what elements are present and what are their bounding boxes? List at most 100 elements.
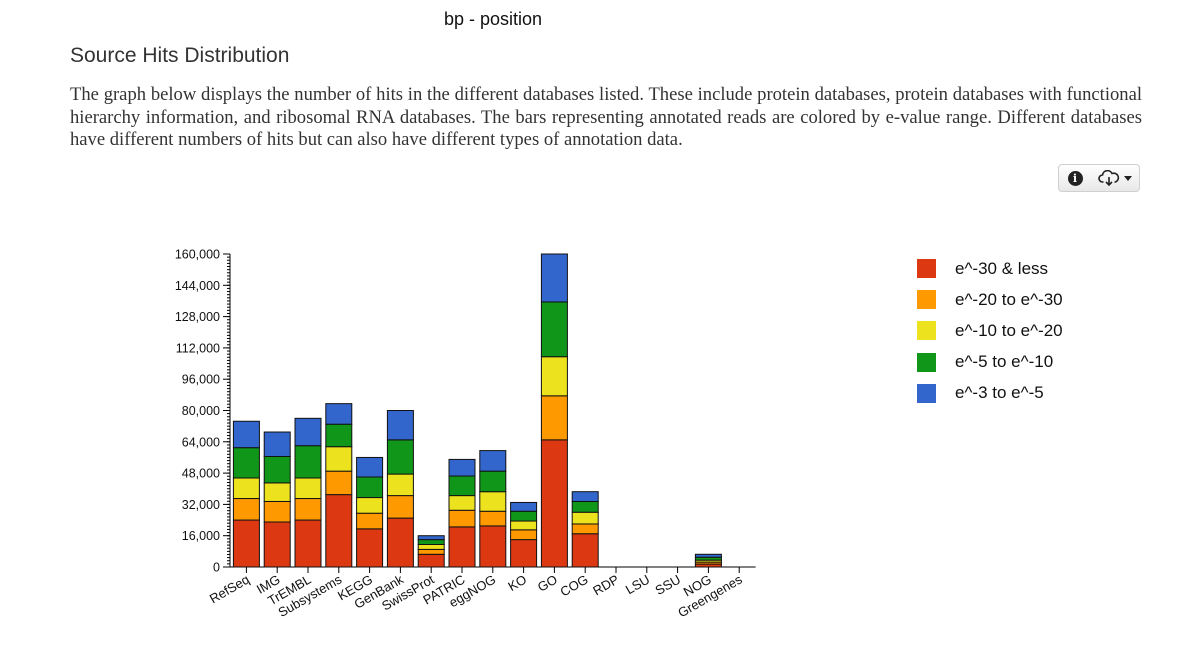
bar-segment [232,420,260,449]
bar-segment [540,253,568,303]
legend-label: e^-3 to e^-5 [955,383,1044,403]
y-tick-label: 112,000 [176,341,220,355]
bar-segment [479,510,507,527]
bar-segment [386,410,414,441]
x-tick-label: KO [505,572,529,594]
bar-segment [417,548,445,555]
bar-segment [325,494,353,568]
bar-segment [571,533,599,568]
bar-segment [263,455,291,484]
bar-segment [479,470,507,493]
section-title: Source Hits Distribution [70,44,290,67]
bar-segment [694,553,722,558]
bar-segment [386,517,414,568]
x-tick-label: RDP [590,572,621,599]
bar-segment [232,447,260,479]
bar-segment [294,519,322,568]
bar-segment [510,520,538,531]
bar-segment [417,539,445,546]
bar-segment [571,511,599,525]
x-tick-label: GO [535,572,560,595]
legend-label: e^-5 to e^-10 [955,352,1054,372]
bar-segment [232,519,260,568]
y-tick-label: 16,000 [182,529,220,543]
bar-segment [232,477,260,500]
bar-segment [479,525,507,568]
bar-segment [232,498,260,521]
bar-segment [294,417,322,447]
legend-item: e^-10 to e^-20 [917,315,1063,346]
bar-segment [510,510,538,522]
bar-segment [540,301,568,358]
bar-segment [294,498,322,521]
bar-segment [325,470,353,496]
bar-segment [540,356,568,397]
info-icon: i [1067,170,1083,186]
bar-segment [510,501,538,512]
legend-swatch [917,321,936,341]
bar-segment [571,491,599,502]
legend-label: e^-20 to e^-30 [955,289,1063,309]
y-tick-label: 80,000 [182,404,220,418]
download-button[interactable] [1091,165,1139,191]
legend-swatch [917,383,936,403]
bar-segment [571,523,599,535]
bar-segment [479,450,507,472]
chevron-down-icon [1124,175,1132,181]
x-tick-label: LSU [623,572,652,598]
bar-segment [540,395,568,441]
x-tick-label: SSU [652,572,683,598]
bar-segment [448,509,476,528]
bar-segment [448,475,476,497]
legend-item: e^-5 to e^-10 [917,347,1063,378]
bar-segment [356,512,384,530]
bar-segment [386,495,414,519]
legend-swatch [917,352,936,372]
bar-segment [448,495,476,511]
bar-segment [417,535,445,541]
bar-segment [571,500,599,513]
y-tick-label: 64,000 [182,435,220,449]
bar-segment [448,458,476,477]
y-tick-label: 160,000 [175,248,220,262]
bar-segment [263,482,291,502]
bar-segment [294,477,322,500]
bar-segment [325,403,353,425]
y-tick-label: 128,000 [175,310,220,324]
bar-segment [386,439,414,475]
info-button[interactable]: i [1059,165,1091,191]
chart-toolbar: i [1058,164,1140,192]
legend-item: e^-3 to e^-5 [917,378,1063,409]
bar-segment [356,456,384,478]
bar-segment [325,446,353,472]
x-tick-label: COG [558,572,591,600]
legend-label: e^-10 to e^-20 [955,320,1063,340]
bar-segment [263,431,291,457]
bar-segment [540,439,568,568]
legend-item: e^-20 to e^-30 [917,284,1063,315]
bar-segment [263,500,291,523]
axis-caption: bp - position [444,9,543,29]
chart-legend: e^-30 & less e^-20 to e^-30 e^-10 to e^-20… [917,253,1063,409]
y-tick-label: 144,000 [175,279,220,293]
y-tick-label: 96,000 [182,373,220,387]
legend-swatch [917,290,936,310]
bar-segment [356,497,384,514]
bar-segment [263,521,291,568]
bar-segment [510,539,538,568]
bar-segment [448,526,476,568]
y-tick-label: 32,000 [182,498,220,512]
bar-segment [356,528,384,568]
bar-segment [325,423,353,448]
bar-segment [294,445,322,479]
x-tick-label: RefSeq [207,572,252,607]
bar-segment [479,491,507,512]
description-text: The graph below displays the number of h… [70,84,1142,150]
bar-segment [417,553,445,568]
y-tick-label: 0 [213,561,220,575]
cloud-download-icon [1098,170,1120,186]
legend-label: e^-30 & less [955,258,1049,278]
legend-swatch [917,259,936,279]
y-tick-label: 48,000 [182,467,220,481]
